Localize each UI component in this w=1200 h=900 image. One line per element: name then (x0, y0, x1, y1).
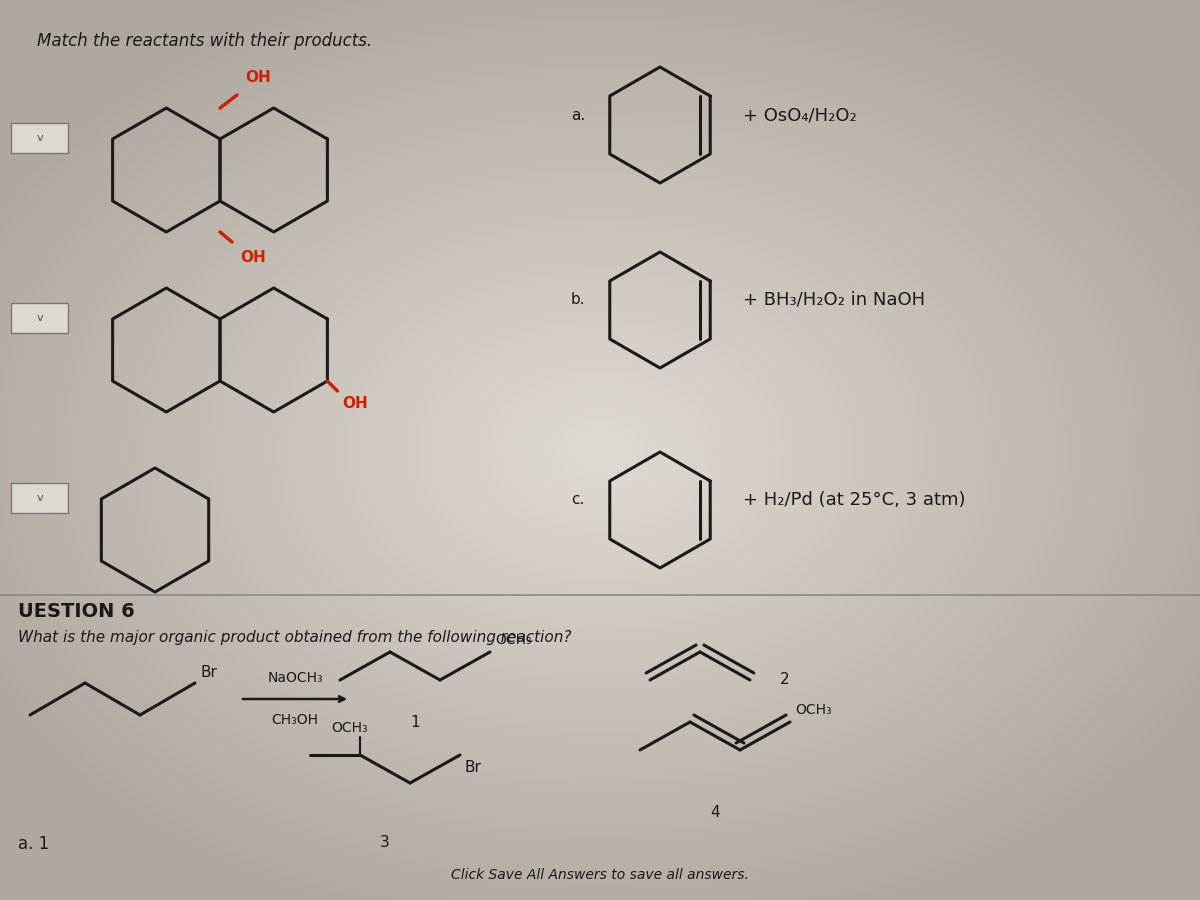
FancyBboxPatch shape (11, 123, 68, 153)
Text: OCH₃: OCH₃ (796, 703, 832, 717)
Text: + H₂/Pd (at 25°C, 3 atm): + H₂/Pd (at 25°C, 3 atm) (743, 491, 966, 509)
Text: v: v (36, 313, 43, 323)
Text: c.: c. (571, 492, 586, 508)
Text: 1: 1 (410, 715, 420, 730)
Text: 2: 2 (780, 672, 790, 688)
Text: a.: a. (571, 107, 586, 122)
Text: What is the major organic product obtained from the following reaction?: What is the major organic product obtain… (18, 630, 571, 645)
FancyBboxPatch shape (11, 483, 68, 513)
Text: CH₃OH: CH₃OH (271, 713, 318, 727)
Text: Click Save All Answers to save all answers.: Click Save All Answers to save all answe… (451, 868, 749, 882)
Text: + OsO₄/H₂O₂: + OsO₄/H₂O₂ (743, 106, 857, 124)
Text: OH: OH (245, 70, 271, 85)
Text: 4: 4 (710, 805, 720, 820)
Text: + BH₃/H₂O₂ in NaOH: + BH₃/H₂O₂ in NaOH (743, 291, 925, 309)
Text: UESTION 6: UESTION 6 (18, 602, 134, 621)
Text: b.: b. (570, 292, 586, 308)
Text: Br: Br (466, 760, 482, 775)
FancyBboxPatch shape (11, 303, 68, 333)
Text: Br: Br (200, 665, 217, 680)
Text: v: v (36, 493, 43, 503)
Text: OCH₃: OCH₃ (496, 633, 532, 647)
Text: 3: 3 (380, 835, 390, 850)
Text: NaOCH₃: NaOCH₃ (268, 671, 323, 685)
Text: OH: OH (240, 250, 265, 265)
Text: OCH₃: OCH₃ (331, 721, 368, 735)
Text: Match the reactants with their products.: Match the reactants with their products. (37, 32, 372, 50)
Text: v: v (36, 133, 43, 143)
Text: OH: OH (342, 396, 368, 411)
Text: a. 1: a. 1 (18, 835, 49, 853)
